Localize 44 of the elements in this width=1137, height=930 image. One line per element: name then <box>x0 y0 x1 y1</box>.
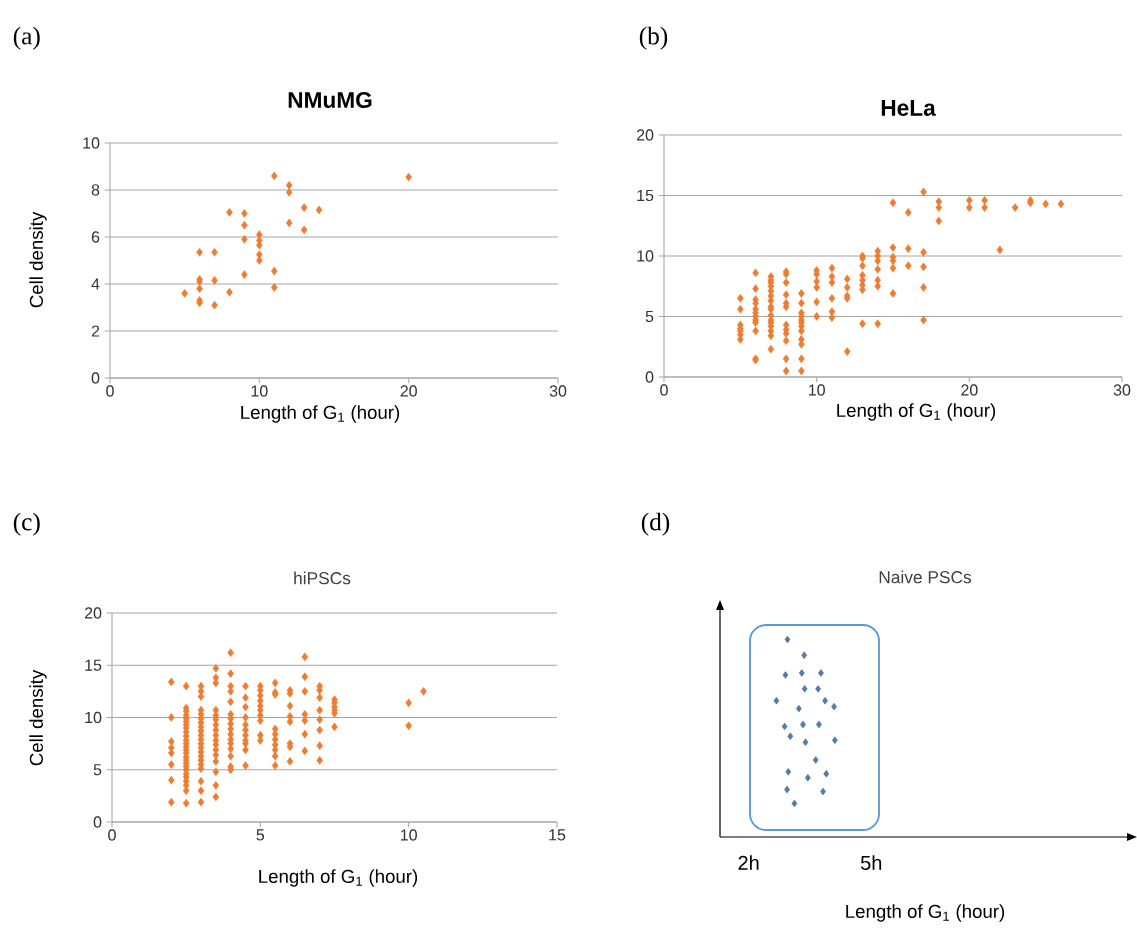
x-tick-label: 5h <box>860 855 882 870</box>
y-tick-label: 20 <box>636 129 654 141</box>
y-tick-label: 8 <box>91 184 100 196</box>
y-tick-label: 0 <box>645 371 654 383</box>
y-tick-label: 2 <box>91 325 100 337</box>
x-tick-label: 15 <box>549 829 566 841</box>
x-axis-title: Length of G$_{1}$ (hour) <box>259 869 418 887</box>
text: (a) <box>13 26 40 50</box>
x-axis-title: Length of G$_{1}$ (hour) <box>846 904 1005 922</box>
chart-title: hiPSCs <box>294 571 351 585</box>
y-tick-label: 10 <box>85 711 102 724</box>
x-tick-label: 5 <box>256 829 265 841</box>
y-tick-label: 5 <box>93 764 102 776</box>
x-tick-label: 0 <box>660 384 668 396</box>
x-tick-label: 20 <box>961 384 978 396</box>
x-tick-label: 10 <box>400 829 417 841</box>
x-tick-label: 30 <box>1113 384 1131 396</box>
y-tick-label: 4 <box>91 278 100 290</box>
y-tick-label: 10 <box>83 137 100 149</box>
text: (b) <box>639 26 668 50</box>
y-tick-label: 5 <box>645 310 654 323</box>
y-tick-label: 10 <box>637 250 654 262</box>
chart-title: NMuMG <box>288 91 372 109</box>
x-tick-label: 20 <box>400 385 417 397</box>
x-tick-label: 2h <box>738 855 759 870</box>
x-tick-label: 10 <box>251 385 268 397</box>
y-axis-title: Cell density <box>29 669 47 766</box>
y-tick-label: 15 <box>637 189 654 202</box>
text: (c) <box>13 512 40 536</box>
y-axis-title: Cell density <box>29 211 47 308</box>
x-tick-label: 0 <box>106 385 114 397</box>
chart-title: Naive PSCs <box>879 570 972 584</box>
x-tick-label: 30 <box>549 385 567 397</box>
y-tick-label: 0 <box>93 816 102 828</box>
y-tick-label: 0 <box>91 372 100 384</box>
y-tick-label: 15 <box>85 659 102 671</box>
chart-title: HeLa <box>881 100 936 116</box>
y-tick-label: 20 <box>84 607 102 619</box>
x-axis-title: Length of G$_{1}$ (hour) <box>241 405 400 423</box>
x-tick-label: 10 <box>808 384 825 396</box>
x-tick-label: 0 <box>108 829 116 841</box>
x-axis-title: Length of G$_{1}$ (hour) <box>837 403 996 421</box>
y-tick-label: 6 <box>91 231 100 243</box>
text: (d) <box>641 512 670 536</box>
